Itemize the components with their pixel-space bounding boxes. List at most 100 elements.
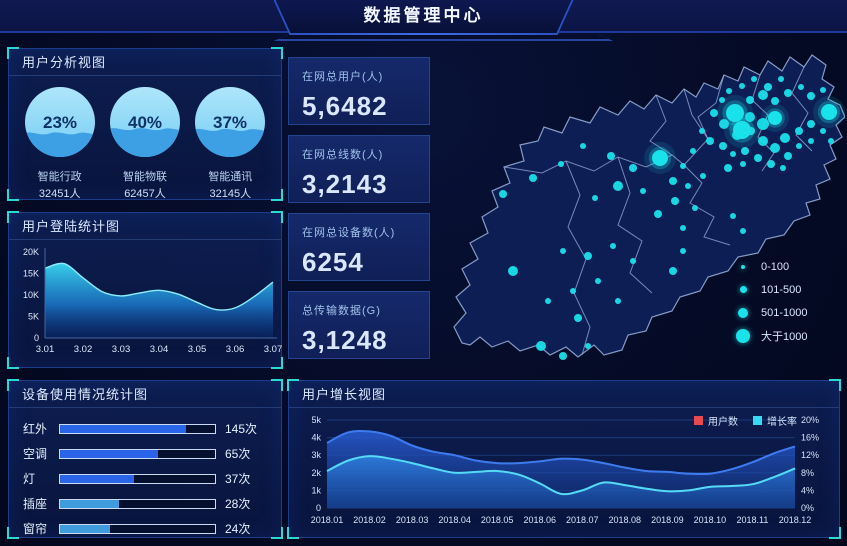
- corner-bracket: [7, 379, 19, 391]
- gauge-label: 智能物联: [122, 171, 167, 183]
- gauge-circle-icon: 40%: [109, 87, 180, 157]
- device-bar-row: 窗帘 24次: [23, 518, 267, 539]
- device-bar-chart: 红外 145次空调 65次灯 37次插座 28次窗帘 24次: [9, 408, 281, 539]
- gauge-label: 智能行政: [37, 171, 82, 183]
- stat-card-label: 总传输数据(G): [302, 305, 381, 317]
- map-legend-item[interactable]: 0-100: [734, 255, 808, 278]
- panel-device-usage: 设备使用情况统计图 红外 145次空调 65次灯 37次插座 28次窗帘 24次: [7, 379, 283, 539]
- bar-value-label: 145次: [225, 422, 258, 436]
- bar-track: [59, 473, 216, 484]
- svg-text:5k: 5k: [311, 415, 321, 425]
- svg-text:4%: 4%: [801, 485, 814, 495]
- panel-title: 用户分析视图: [9, 49, 281, 76]
- stat-card-label: 在网总线数(人): [302, 149, 384, 161]
- map-legend-item[interactable]: 101-500: [734, 278, 808, 301]
- map-svg: [453, 54, 846, 360]
- panel-title: 设备使用情况统计图: [9, 381, 281, 408]
- device-bar-row: 灯 37次: [23, 468, 267, 489]
- bar-category-label: 灯: [23, 472, 36, 486]
- panel-title: 用户登陆统计图: [9, 213, 281, 240]
- svg-text:16%: 16%: [801, 433, 819, 443]
- svg-text:15K: 15K: [23, 269, 39, 279]
- panel-login-stats: 用户登陆统计图 20K 15K 10K 5K 0 3.01 3.02 3.03 3.04 3.05…: [7, 211, 283, 369]
- liquid-gauge: 37% 智能通讯 32145人: [188, 84, 272, 201]
- device-bar-row: 红外 145次: [23, 418, 267, 439]
- legend-dot-icon: [734, 264, 752, 269]
- svg-text:3.01: 3.01: [36, 344, 55, 355]
- corner-bracket: [7, 189, 19, 201]
- svg-text:2k: 2k: [311, 468, 321, 478]
- legend-label: 增长率: [767, 417, 797, 428]
- legend-dot-icon: [734, 328, 752, 343]
- bar-fill: [60, 449, 158, 458]
- corner-bracket: [271, 379, 283, 391]
- bar-fill: [60, 499, 119, 508]
- legend-dot-icon: [738, 307, 748, 318]
- bar-category-label: 红外: [23, 422, 48, 436]
- corner-bracket: [829, 379, 841, 391]
- header-title-block: 数据管理中心: [274, 0, 574, 41]
- stat-card: 在网总线数(人) 3,2143: [288, 135, 430, 203]
- bar-track: [59, 448, 216, 459]
- corner-bracket: [271, 357, 283, 369]
- bar-category-label: 空调: [23, 447, 48, 461]
- liquid-gauge: 40% 智能物联 62457人: [103, 84, 187, 201]
- svg-text:2018.09: 2018.09: [651, 515, 684, 525]
- stat-card-value: 3,2143: [302, 169, 388, 199]
- svg-text:1k: 1k: [311, 485, 321, 495]
- bar-fill: [60, 524, 110, 533]
- svg-text:2018.02: 2018.02: [353, 515, 386, 525]
- region-bubble-map: 0-100 101-500 501-1000 大于1000: [432, 45, 846, 378]
- panel-title: 用户增长视图: [289, 381, 839, 408]
- svg-text:2018.04: 2018.04: [438, 515, 471, 525]
- map-legend-item[interactable]: 501-1000: [734, 301, 808, 324]
- svg-text:8%: 8%: [801, 468, 814, 478]
- legend-label: 大于1000: [761, 330, 808, 343]
- corner-bracket: [271, 211, 283, 223]
- stat-card: 在网总设备数(人) 6254: [288, 213, 430, 281]
- panel-user-growth: 用户增长视图 用户数 增长率 5k 4k 3k 2k 1k 0 20% 16% 12% 8% 4% 0%…: [287, 379, 841, 539]
- svg-text:0%: 0%: [801, 503, 814, 513]
- stat-card: 总传输数据(G) 3,1248: [288, 291, 430, 359]
- corner-bracket: [7, 527, 19, 539]
- svg-text:0: 0: [34, 333, 39, 343]
- bar-value-label: 28次: [225, 497, 251, 511]
- gauge-count: 32145人: [209, 188, 252, 200]
- device-bar-row: 空调 65次: [23, 443, 267, 464]
- title-trapezoid: 数据管理中心: [274, 0, 574, 35]
- svg-text:4k: 4k: [311, 433, 321, 443]
- corner-bracket: [271, 527, 283, 539]
- legend-item[interactable]: 用户数: [694, 413, 738, 428]
- legend-dot-icon: [739, 286, 747, 293]
- stat-card-label: 在网总设备数(人): [302, 227, 396, 239]
- bar-track: [59, 498, 216, 509]
- svg-text:2018.10: 2018.10: [694, 515, 727, 525]
- gauge-count: 32451人: [38, 188, 81, 200]
- map-legend-item[interactable]: 大于1000: [734, 324, 808, 347]
- liquid-gauge: 23% 智能行政 32451人: [18, 84, 102, 201]
- corner-bracket: [829, 527, 841, 539]
- map-legend: 0-100 101-500 501-1000 大于1000: [734, 255, 808, 347]
- legend-item[interactable]: 增长率: [753, 413, 797, 428]
- gauge-circle-icon: 37%: [195, 87, 266, 157]
- svg-text:3.07: 3.07: [264, 344, 283, 355]
- corner-bracket: [271, 189, 283, 201]
- stat-card-value: 5,6482: [302, 91, 388, 121]
- bar-value-label: 37次: [225, 472, 251, 486]
- bar-fill: [60, 474, 135, 483]
- svg-text:2018.11: 2018.11: [737, 515, 769, 525]
- corner-bracket: [7, 211, 19, 223]
- bar-value-label: 24次: [225, 522, 251, 536]
- legend-label: 101-500: [761, 283, 802, 296]
- svg-text:3.04: 3.04: [150, 344, 169, 355]
- bar-category-label: 插座: [23, 497, 48, 511]
- svg-text:2018.08: 2018.08: [609, 515, 642, 525]
- gauge-circle-icon: 23%: [24, 87, 95, 157]
- legend-dot-icon: [734, 286, 752, 293]
- svg-text:3.03: 3.03: [112, 344, 131, 355]
- legend-dot-icon: [734, 307, 752, 318]
- svg-text:2018.06: 2018.06: [523, 515, 556, 525]
- svg-text:20%: 20%: [801, 415, 819, 425]
- bar-track: [59, 523, 216, 534]
- device-bar-row: 插座 28次: [23, 493, 267, 514]
